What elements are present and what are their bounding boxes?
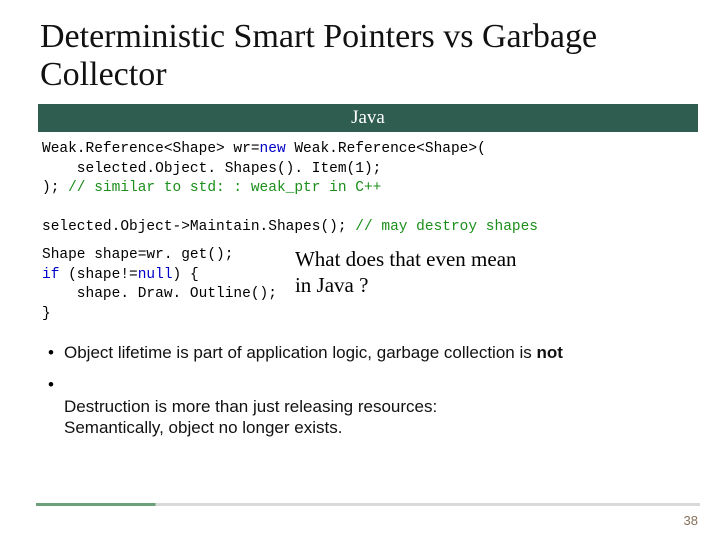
callout: What does that even mean in Java ? [295,246,517,299]
code-text: Weak.Reference<Shape>( [286,141,486,157]
bullet-text: Destruction is more than just releasing … [64,397,437,438]
code-keyword: new [260,141,286,157]
code-text: Weak.Reference<Shape> wr= [42,141,260,157]
code-block-lower: Shape shape=wr. get(); if (shape!=null) … [40,246,281,332]
code-block: Weak.Reference<Shape> wr=new Weak.Refere… [40,132,690,246]
callout-line: What does that even mean [295,246,517,272]
bullet-item: Destruction is more than just releasing … [48,374,690,439]
code-keyword: if [42,267,59,283]
code-text: ); [42,180,68,196]
bullet-text: Object lifetime is part of application l… [64,343,536,362]
slide-title: Deterministic Smart Pointers vs Garbage … [40,18,690,94]
code-text: (shape!= [59,267,137,283]
callout-line: in Java ? [295,272,517,298]
slide: Deterministic Smart Pointers vs Garbage … [0,0,720,540]
code-text: shape. Draw. Outline(); [42,286,277,302]
code-header: Java [38,104,698,132]
code-text: selected.Object->Maintain.Shapes(); [42,219,355,235]
code-keyword: null [138,267,173,283]
bullet-item: Object lifetime is part of application l… [48,342,690,364]
bullet-list: Object lifetime is part of application l… [40,342,690,439]
code-comment: // may destroy shapes [355,219,538,235]
code-comment: // similar to std: : weak_ptr in C++ [68,180,381,196]
footer-accent-bar [36,503,700,506]
code-text: ) { [173,267,199,283]
code-text: selected.Object. Shapes(). Item(1); [42,161,381,177]
bullet-bold: not [536,343,562,362]
code-text: Shape shape=wr. get(); [42,247,233,263]
code-text: } [42,306,51,322]
code-callout-row: Shape shape=wr. get(); if (shape!=null) … [40,246,690,332]
page-number: 38 [684,513,698,528]
code-header-label: Java [351,107,385,129]
